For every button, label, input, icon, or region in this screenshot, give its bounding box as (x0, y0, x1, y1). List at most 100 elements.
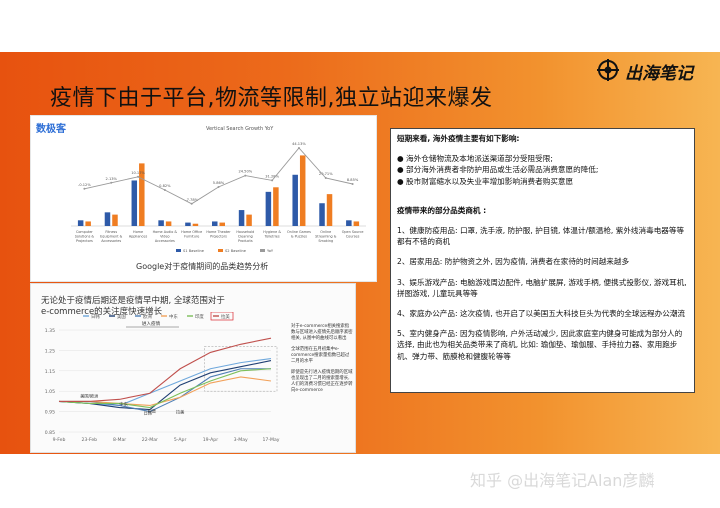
logo-emblem-icon (597, 59, 619, 81)
bar-data-label: 8.85% (347, 178, 359, 182)
bar-category-label: Solutions & (75, 235, 95, 239)
bar-series2 (273, 187, 279, 226)
bar-yoy-point (324, 177, 327, 179)
bar-category-label: Streaming & (315, 235, 337, 239)
line-legend-label: 中东 (169, 313, 178, 320)
bar-series1 (212, 221, 218, 226)
bar-category-label: & Puzzles (291, 235, 307, 239)
bar-category-label: Courses (346, 235, 360, 239)
bar-series2 (299, 155, 306, 226)
bar-category-label: Home (133, 230, 143, 234)
bar-data-label: 2.13% (106, 177, 118, 181)
bar-category-label: Cleaning (238, 235, 253, 239)
bar-series2 (353, 221, 360, 226)
bar-data-label: -7.78% (185, 198, 198, 202)
bar-data-label: 24.50% (238, 170, 252, 174)
bar-yoy-point (110, 181, 113, 184)
bar-category-label: Fitness (105, 230, 117, 234)
bar-series1 (77, 220, 84, 226)
bar-data-label: 5.86% (213, 181, 225, 185)
line-y-tick: 0.85 (45, 430, 55, 436)
bar-category-label: Home Theater (206, 230, 231, 234)
line-highlight-box (204, 346, 278, 392)
line-annotation: 印度 (148, 408, 157, 415)
line-legend-label: 日韩 (91, 313, 100, 320)
bar-yoy-point (137, 175, 140, 178)
bar-yoy-point (351, 183, 354, 185)
bar-yoy-point (190, 202, 193, 205)
line-chart-title-line2: e-commerce的关注度快速增长 (41, 307, 163, 317)
bar-chart-panel: 数极客 Vertical Search Growth YoY -0.12% Com… (30, 115, 377, 282)
line-x-tick: 19-Apr (203, 437, 218, 443)
bar-category-label: Equipment & (100, 235, 122, 239)
line-chart-bullet: 全球范围在五月初集中e-commerce搜索量指数已超过二月的水平 (291, 347, 350, 364)
bar-series2 (219, 222, 225, 226)
line-legend-label: 印度 (195, 313, 204, 320)
line-series (59, 337, 272, 402)
bar-legend-swatch (218, 249, 223, 252)
line-y-tick: 1.35 (45, 328, 55, 334)
impact-text-panel: 短期来看, 海外疫情主要有如下影响: ● 海外仓储物流及本地派送渠道部分受阻受限… (390, 128, 695, 393)
line-chart-bullets: 对于e-commerce相关搜索指数与区域进入疫情先后顺序紧密相关, 从图中的曲… (291, 324, 353, 399)
bar-series2 (326, 194, 333, 226)
logo-text: 出海笔记 (625, 64, 693, 84)
line-series (58, 358, 272, 407)
bar-yoy-line (84, 147, 353, 205)
bar-series1 (346, 220, 352, 226)
line-chart-panel: 无论处于疫情后期还是疫情早中期, 全球范围对于 e-commerce的关注度快速… (30, 283, 356, 453)
line-series (59, 376, 272, 407)
line-x-tick: 22-Mar (142, 437, 158, 443)
bar-data-label: 31.28% (265, 174, 279, 178)
bar-data-label: 0.82% (159, 184, 171, 188)
line-annotation: 拉美 (176, 409, 184, 416)
opportunity-item: 1、健康防疫用品: 口罩, 洗手液, 防护服, 护目镜, 体温计/额温枪, 紫外… (397, 226, 685, 247)
bar-category-label: Open Source (342, 230, 364, 234)
line-series (59, 368, 271, 413)
line-y-tick: 1.15 (45, 369, 55, 375)
impact-heading: 短期来看, 海外疫情主要有如下影响: (397, 134, 520, 143)
bar-legend-swatch (260, 249, 265, 252)
line-annotation: 中东 (119, 400, 127, 407)
bar-data-label: 10.17% (131, 171, 145, 175)
bar-yoy-point (271, 179, 274, 182)
bar-legend-swatch (176, 249, 181, 252)
line-y-tick: 1.05 (45, 389, 55, 395)
bar-category-label: Projectors (76, 239, 93, 243)
line-legend-label: 欧洲 (143, 313, 152, 320)
bar-yoy-point (83, 187, 86, 190)
bar-category-label: Accessories (101, 239, 121, 243)
bar-yoy-point (244, 174, 247, 177)
line-legend-highlight (210, 312, 234, 321)
bar-category-label: Household (236, 230, 254, 234)
bar-series1 (319, 203, 325, 226)
line-series (58, 360, 272, 411)
bar-yoy-point (217, 186, 220, 188)
line-annotation: 美国/欧洲 (80, 392, 98, 399)
bar-category-label: Hygiene & (263, 230, 281, 234)
bar-series1 (104, 212, 111, 226)
bar-series2 (165, 221, 172, 226)
bar-category-label: Online (320, 230, 331, 234)
line-chart-title-line1: 无论处于疫情后期还是疫情早中期, 全球范围对于 (41, 296, 225, 306)
bar-category-label: Projectors (210, 235, 227, 239)
opportunity-item: 4、家庭办公产品: 这次疫情, 也开启了以美国五大科技巨头为代表的全球远程办公潮… (397, 309, 686, 319)
line-y-tick: 1.25 (45, 348, 55, 354)
bar-legend-label: S2 Baseline (225, 249, 247, 253)
bar-data-label: -0.12% (78, 183, 91, 187)
line-chart-bullet: 即使是先行进入疫情后期的区域也呈现出了二月的搜索量增长, 人们的消费习惯已经正在… (291, 370, 353, 393)
bar-yoy-point (163, 189, 166, 191)
watermark: 知乎 @出海笔记Alan彦麟 (470, 471, 655, 490)
line-legend-label: 拉美 (221, 313, 230, 320)
bar-category-label: Accessories (155, 239, 175, 243)
line-y-tick: 0.95 (45, 410, 55, 416)
bar-series2 (112, 214, 118, 226)
bar-category-label: Products (238, 239, 253, 243)
line-x-tick: 5-Apr (174, 437, 187, 443)
line-x-tick: 9-Feb (53, 437, 66, 443)
bar-chart-title: Vertical Search Growth YoY (206, 126, 274, 132)
slide-title: 疫情下由于平台,物流等限制,独立站迎来爆发 (50, 86, 493, 111)
bar-category-label: Computer (76, 230, 93, 234)
opportunity-item: 3、娱乐游戏产品: 电脑游戏周边配件, 电脑扩展屏, 游戏手柄, 便携式投影仪,… (397, 277, 687, 298)
